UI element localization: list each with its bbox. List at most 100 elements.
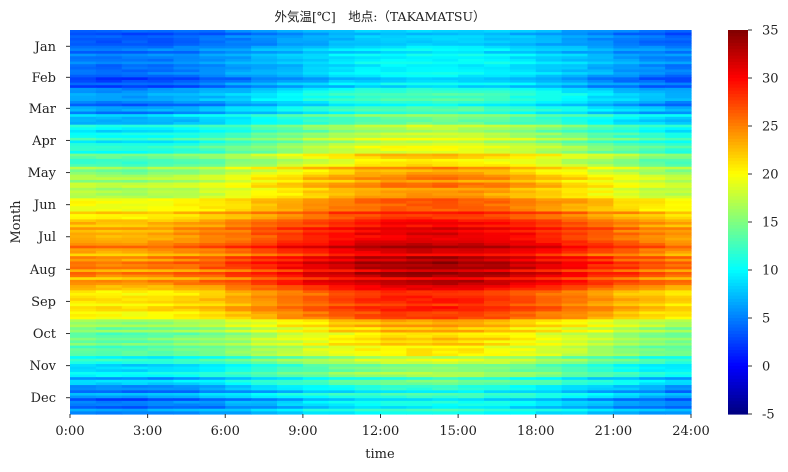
heatmap-cell bbox=[639, 285, 666, 289]
heatmap-cell bbox=[406, 237, 433, 242]
heatmap-cell bbox=[587, 350, 614, 355]
chart-title: 外気温[℃] 地点:（TAKAMATSU） bbox=[274, 9, 485, 24]
heatmap-cell bbox=[639, 232, 666, 236]
heatmap-cell bbox=[147, 51, 175, 55]
heatmap-cell bbox=[665, 98, 692, 102]
heatmap-cell bbox=[432, 240, 459, 244]
heatmap-cell bbox=[613, 90, 640, 94]
heatmap-cell bbox=[406, 193, 433, 197]
heatmap-cell bbox=[587, 340, 614, 344]
heatmap-cell bbox=[639, 379, 666, 384]
heatmap-cell bbox=[225, 148, 252, 152]
heatmap-cell bbox=[199, 232, 226, 236]
heatmap-cell bbox=[277, 219, 304, 223]
heatmap-cell bbox=[380, 358, 407, 362]
heatmap-cell bbox=[199, 356, 226, 360]
heatmap-cell bbox=[70, 140, 97, 144]
heatmap-cell bbox=[277, 258, 304, 263]
heatmap-cell bbox=[173, 243, 200, 247]
heatmap-cell bbox=[251, 277, 278, 281]
heatmap-cell bbox=[380, 406, 407, 410]
heatmap-cell bbox=[432, 253, 459, 257]
heatmap-cell bbox=[277, 387, 304, 391]
heatmap-cell bbox=[199, 224, 226, 228]
heatmap-cell bbox=[458, 45, 485, 50]
heatmap-cell bbox=[587, 411, 614, 415]
heatmap-cell bbox=[535, 72, 563, 76]
heatmap-cell bbox=[509, 356, 537, 360]
heatmap-cell bbox=[561, 298, 589, 302]
heatmap-cell bbox=[225, 158, 252, 163]
heatmap-cell bbox=[639, 395, 666, 399]
heatmap-cell bbox=[173, 187, 200, 192]
heatmap-cell bbox=[173, 135, 200, 139]
heatmap-cell bbox=[251, 308, 278, 313]
heatmap-cell bbox=[639, 222, 666, 226]
heatmap-cell bbox=[121, 82, 149, 86]
heatmap-cell bbox=[561, 95, 589, 99]
heatmap-cell bbox=[406, 356, 433, 360]
heatmap-cell bbox=[251, 64, 278, 68]
heatmap-cell bbox=[328, 95, 356, 99]
heatmap-cell bbox=[328, 72, 356, 76]
heatmap-cell bbox=[613, 287, 640, 291]
heatmap-cell bbox=[95, 266, 123, 270]
heatmap-cell bbox=[613, 392, 640, 397]
heatmap-cell bbox=[173, 329, 200, 334]
heatmap-cell bbox=[354, 285, 382, 289]
heatmap-cell bbox=[639, 122, 666, 126]
heatmap-cell bbox=[121, 211, 149, 215]
heatmap-cell bbox=[587, 111, 614, 115]
heatmap-cell bbox=[432, 35, 459, 39]
heatmap-cell bbox=[639, 319, 666, 323]
heatmap-cell bbox=[251, 358, 278, 362]
heatmap-cell bbox=[535, 95, 563, 99]
heatmap-cell bbox=[277, 311, 304, 315]
heatmap-cell bbox=[354, 51, 382, 55]
heatmap-cell bbox=[199, 369, 226, 373]
heatmap-cell bbox=[639, 166, 666, 170]
heatmap-cell bbox=[458, 395, 485, 399]
heatmap-cell bbox=[225, 150, 252, 155]
heatmap-cell bbox=[509, 237, 537, 242]
heatmap-cell bbox=[535, 364, 563, 368]
heatmap-cell bbox=[121, 148, 149, 152]
heatmap-cell bbox=[509, 66, 537, 71]
heatmap-cell bbox=[354, 122, 382, 126]
heatmap-cell bbox=[458, 161, 485, 165]
heatmap-cell bbox=[432, 108, 459, 113]
heatmap-cell bbox=[173, 403, 200, 407]
heatmap-cell bbox=[639, 411, 666, 415]
heatmap-cell bbox=[147, 37, 175, 42]
heatmap-cell bbox=[432, 392, 459, 397]
heatmap-cell bbox=[121, 116, 149, 121]
colorbar-segment bbox=[728, 126, 748, 130]
heatmap-cell bbox=[509, 319, 537, 323]
heatmap-cell bbox=[639, 30, 666, 34]
heatmap-cell bbox=[147, 398, 175, 402]
heatmap-cell bbox=[354, 358, 382, 362]
heatmap-cell bbox=[665, 58, 692, 63]
heatmap-cell bbox=[665, 200, 692, 205]
heatmap-cell bbox=[535, 277, 563, 281]
colorbar-segment bbox=[728, 398, 748, 402]
heatmap-cell bbox=[95, 90, 123, 94]
heatmap-cell bbox=[587, 385, 614, 389]
heatmap-cell bbox=[406, 264, 433, 268]
heatmap-cell bbox=[561, 369, 589, 373]
heatmap-cell bbox=[121, 243, 149, 247]
heatmap-cell bbox=[458, 122, 485, 126]
heatmap-cell bbox=[277, 300, 304, 305]
heatmap-cell bbox=[147, 193, 175, 197]
heatmap-cell bbox=[639, 140, 666, 144]
heatmap-cell bbox=[432, 82, 459, 86]
heatmap-cell bbox=[147, 169, 175, 173]
heatmap-cell bbox=[587, 61, 614, 65]
heatmap-cell bbox=[95, 235, 123, 239]
heatmap-cell bbox=[70, 269, 97, 273]
heatmap-cell bbox=[406, 371, 433, 376]
colorbar-segment bbox=[728, 218, 748, 223]
heatmap-cell bbox=[561, 127, 589, 131]
heatmap-cell bbox=[613, 398, 640, 402]
heatmap-cell bbox=[639, 66, 666, 71]
